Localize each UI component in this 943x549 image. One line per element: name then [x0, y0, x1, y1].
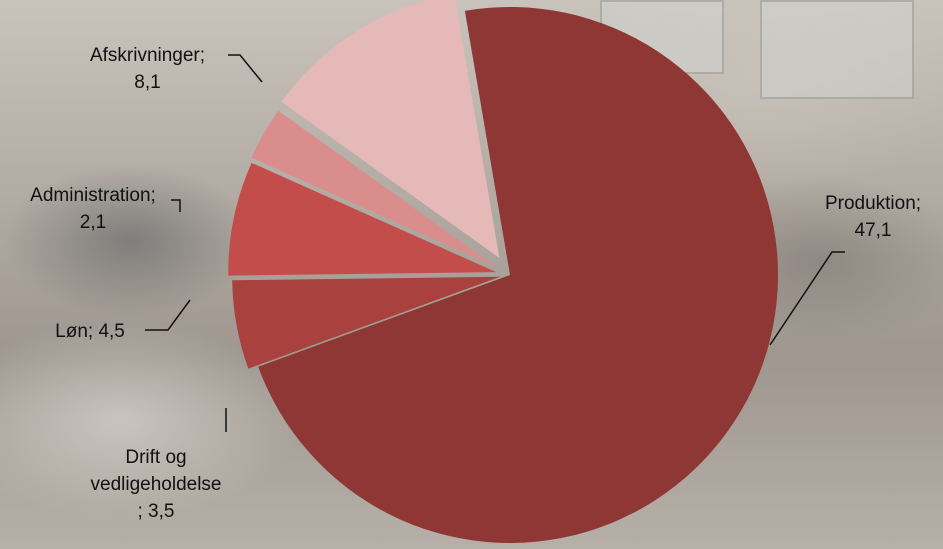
leader-line-produktion [769, 251, 845, 346]
slice-label-drift: Drift og vedligeholdelse; 3,5 [90, 447, 222, 522]
leader-line-administration [171, 199, 181, 212]
leader-line-loen [145, 299, 191, 331]
background-window [760, 0, 914, 99]
slice-afskrivninger [281, 0, 500, 259]
slice-administration [251, 110, 497, 268]
slice-label-administration: Administration; 2,1 [30, 185, 156, 233]
slice-loen [228, 162, 497, 276]
slice-label-loen: Løn; 4,5 [55, 321, 125, 342]
slice-label-afskrivninger: Afskrivninger; 8,1 [89, 45, 206, 93]
slice-produktion [258, 7, 779, 544]
leader-line-afskrivninger [228, 54, 263, 83]
slice-drift [232, 276, 501, 369]
slice-label-produktion: Produktion; 47,1 [824, 193, 922, 241]
